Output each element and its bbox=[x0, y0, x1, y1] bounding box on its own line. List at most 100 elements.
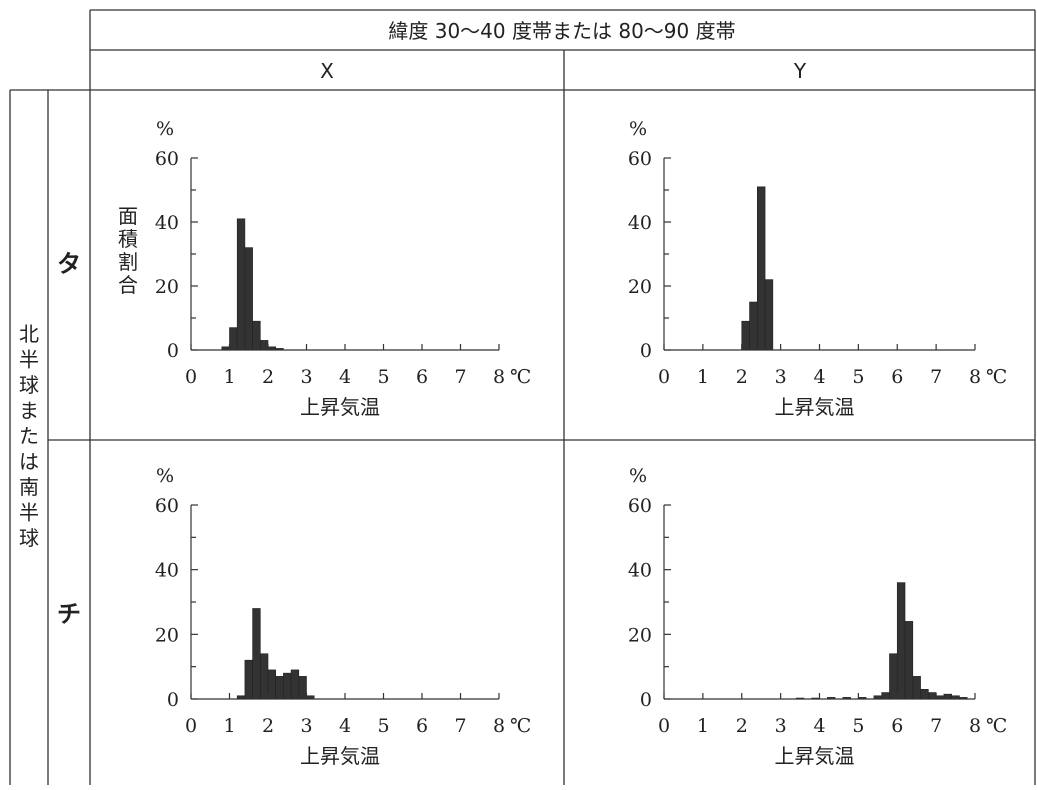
histogram-bar bbox=[943, 693, 952, 700]
histogram-bar bbox=[259, 653, 269, 700]
y-tick-label: 0 bbox=[167, 689, 179, 711]
histogram-bar bbox=[275, 676, 284, 700]
x-tick-label: 6 bbox=[416, 366, 428, 388]
side-label-char: 南 bbox=[19, 475, 39, 499]
x-tick-label: 1 bbox=[223, 366, 235, 388]
header-title: 緯度 30～40 度帯または 80～90 度帯 bbox=[388, 19, 735, 43]
y-tick-label: 0 bbox=[640, 689, 652, 711]
x-tick-label: 8 bbox=[493, 715, 505, 737]
x-tick-label: 8 bbox=[969, 715, 981, 737]
y-tick-label: 60 bbox=[155, 495, 179, 517]
y-unit-label: % bbox=[156, 465, 174, 487]
x-tick-label: 5 bbox=[377, 366, 389, 388]
side-label-char: 北 bbox=[19, 322, 39, 346]
histogram-bar bbox=[252, 608, 261, 700]
y-tick-label: 0 bbox=[640, 340, 652, 362]
x-tick-label: 2 bbox=[262, 715, 274, 737]
x-tick-label: 3 bbox=[775, 715, 787, 737]
x-unit-label: ℃ bbox=[510, 715, 531, 737]
x-tick-label: 0 bbox=[185, 366, 197, 388]
side-label-char: は bbox=[19, 450, 39, 474]
histogram-bar bbox=[298, 676, 307, 700]
histogram-bar bbox=[244, 659, 253, 700]
histogram-bar bbox=[252, 320, 261, 351]
x-tick-label: 3 bbox=[300, 715, 312, 737]
histogram-bar bbox=[267, 669, 276, 700]
histogram-bar bbox=[244, 247, 253, 351]
x-tick-label: 0 bbox=[658, 366, 670, 388]
y-unit-label: % bbox=[156, 118, 174, 140]
x-tick-label: 4 bbox=[813, 715, 825, 737]
x-tick-label: 8 bbox=[493, 366, 505, 388]
y-axis-title-char: 積 bbox=[118, 227, 138, 251]
panel-チ-X: 0 1 2 3 4 5 6 7 8 ℃ 0 20 40 60% 上昇気温 bbox=[155, 465, 531, 768]
x-tick-label: 2 bbox=[736, 366, 748, 388]
histogram-bar bbox=[889, 653, 898, 700]
x-tick-label: 6 bbox=[891, 366, 903, 388]
x-tick-label: 6 bbox=[891, 715, 903, 737]
x-tick-label: 1 bbox=[223, 715, 235, 737]
panel-タ-Y: 0 1 2 3 4 5 6 7 8 ℃ 0 20 40 60% 上昇気温 bbox=[628, 118, 1007, 419]
y-tick-label: 60 bbox=[155, 148, 179, 170]
x-tick-label: 6 bbox=[416, 715, 428, 737]
column-header-x: X bbox=[320, 59, 334, 83]
histogram-bar bbox=[290, 669, 300, 700]
x-unit-label: ℃ bbox=[510, 366, 531, 388]
x-tick-label: 0 bbox=[185, 715, 197, 737]
side-label-char: た bbox=[19, 424, 39, 448]
x-axis-title: 上昇気温 bbox=[300, 744, 380, 768]
x-tick-label: 2 bbox=[736, 715, 748, 737]
y-axis-title-char: 面 bbox=[118, 204, 138, 228]
row-label-ta: タ bbox=[57, 250, 81, 278]
histogram-bar bbox=[259, 340, 269, 351]
side-label-char: ま bbox=[19, 399, 39, 423]
column-header-y: Y bbox=[793, 59, 807, 83]
histogram-bar bbox=[881, 692, 890, 700]
histogram-bar bbox=[741, 320, 750, 351]
histogram-bar bbox=[896, 582, 906, 700]
histogram-bar bbox=[920, 688, 929, 700]
histogram-bar bbox=[904, 621, 914, 700]
x-axis-title: 上昇気温 bbox=[775, 744, 855, 768]
y-tick-label: 40 bbox=[155, 560, 179, 582]
y-tick-label: 40 bbox=[628, 212, 652, 234]
x-unit-label: ℃ bbox=[986, 715, 1007, 737]
x-tick-label: 5 bbox=[852, 715, 864, 737]
y-tick-label: 0 bbox=[167, 340, 179, 362]
table-frame bbox=[9, 9, 1036, 785]
y-tick-label: 20 bbox=[628, 624, 652, 646]
histogram-bar bbox=[928, 692, 937, 700]
histogram-bar bbox=[236, 218, 246, 351]
y-tick-label: 20 bbox=[628, 276, 652, 298]
x-axis-title: 上昇気温 bbox=[300, 395, 380, 419]
side-label-char: 半 bbox=[19, 501, 39, 525]
y-tick-label: 20 bbox=[155, 276, 179, 298]
x-tick-label: 1 bbox=[697, 715, 709, 737]
x-tick-label: 7 bbox=[454, 715, 466, 737]
y-tick-label: 40 bbox=[155, 212, 179, 234]
y-tick-label: 20 bbox=[155, 624, 179, 646]
x-tick-label: 2 bbox=[262, 366, 274, 388]
x-tick-label: 7 bbox=[930, 366, 942, 388]
histogram-bar bbox=[764, 279, 774, 351]
row-label-chi: チ bbox=[57, 600, 81, 628]
side-label-char: 球 bbox=[19, 526, 39, 550]
x-tick-label: 0 bbox=[658, 715, 670, 737]
x-tick-label: 7 bbox=[930, 715, 942, 737]
x-tick-label: 4 bbox=[339, 366, 351, 388]
side-label-char: 球 bbox=[19, 373, 39, 397]
x-tick-label: 4 bbox=[813, 366, 825, 388]
y-unit-label: % bbox=[629, 465, 647, 487]
x-tick-label: 8 bbox=[969, 366, 981, 388]
x-tick-label: 5 bbox=[852, 366, 864, 388]
x-tick-label: 3 bbox=[775, 366, 787, 388]
x-tick-label: 3 bbox=[300, 366, 312, 388]
y-tick-label: 40 bbox=[628, 560, 652, 582]
histogram-bar bbox=[283, 672, 292, 700]
y-tick-label: 60 bbox=[628, 148, 652, 170]
